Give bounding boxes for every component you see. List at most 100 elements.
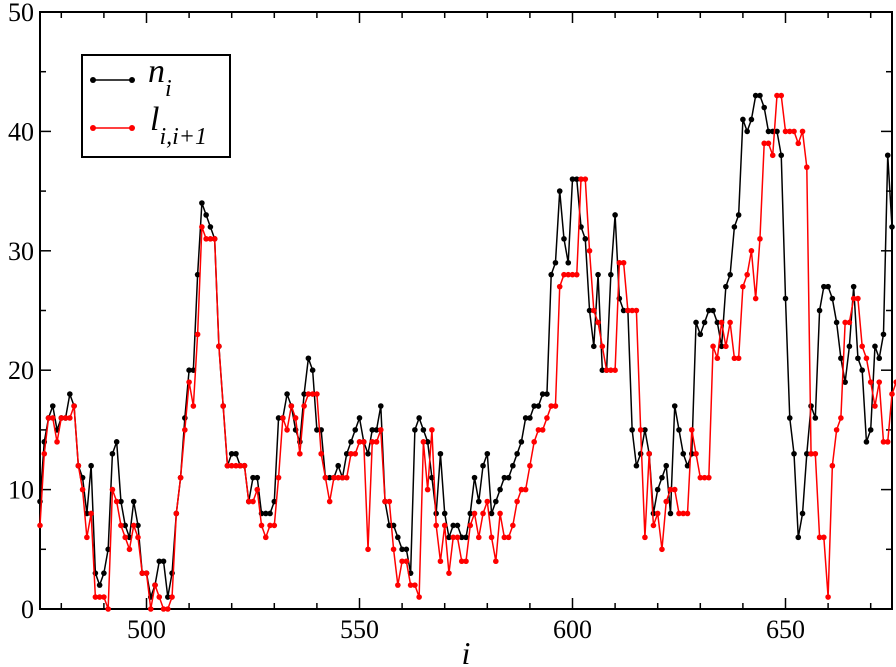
data-point-l [518, 486, 525, 493]
data-point-n [880, 331, 887, 338]
data-point-l [671, 486, 678, 493]
data-point-n [505, 474, 512, 481]
data-point-l [710, 343, 716, 350]
data-point-l [45, 415, 52, 421]
data-point-l [475, 534, 482, 541]
data-point-l [556, 283, 563, 290]
data-point-l [169, 594, 175, 600]
data-point-n [199, 200, 205, 206]
data-point-n [821, 283, 827, 290]
data-point-n [799, 510, 806, 517]
data-point-n [812, 415, 819, 421]
data-point-l [79, 486, 86, 493]
data-point-l [228, 462, 235, 469]
data-point-n [284, 391, 290, 397]
data-point-l [356, 439, 363, 445]
data-point-l [386, 498, 393, 505]
legend-label-n: ni [148, 53, 172, 102]
data-point-l [412, 582, 418, 588]
data-point-l [130, 522, 137, 529]
data-point-l [535, 427, 542, 433]
data-point-n [654, 486, 661, 493]
data-point-l [245, 498, 252, 505]
data-point-l [360, 439, 367, 445]
data-point-n [876, 355, 883, 362]
data-point-l [539, 427, 546, 433]
data-point-l [420, 439, 427, 445]
data-point-l [237, 462, 244, 469]
data-point-l [147, 606, 154, 612]
data-point-l [105, 606, 111, 612]
data-point-l [816, 534, 823, 541]
data-point-l [654, 510, 661, 517]
data-point-l [552, 403, 559, 409]
data-point-l [573, 271, 580, 278]
data-point-l [821, 534, 827, 541]
data-point-l [403, 558, 410, 565]
data-point-l [812, 450, 819, 457]
data-point-n [701, 319, 708, 326]
data-point-n [254, 474, 261, 481]
data-point-n [752, 92, 759, 99]
legend-box [81, 54, 231, 158]
data-point-n [778, 152, 785, 159]
data-point-n [744, 128, 750, 135]
data-point-n [326, 474, 333, 481]
data-point-n [535, 403, 542, 409]
data-point-l [160, 606, 167, 612]
data-point-n [884, 152, 891, 159]
data-point-l [139, 570, 146, 576]
data-point-l [301, 403, 307, 409]
data-point-l [757, 236, 763, 242]
data-point-l [454, 534, 461, 541]
legend-label-n-main: n [148, 53, 165, 90]
legend-marker-l-right [129, 125, 135, 131]
data-point-n [101, 570, 107, 576]
data-point-l [322, 474, 329, 481]
data-point-n [706, 307, 712, 314]
y-tick-label: 10 [8, 476, 34, 505]
data-point-l [531, 439, 537, 445]
y-tick-label: 20 [8, 356, 34, 385]
data-point-l [544, 415, 550, 421]
data-point-l [799, 128, 806, 135]
data-point-n [458, 534, 465, 541]
data-point-n [301, 391, 307, 397]
data-point-l [309, 391, 316, 397]
data-point-n [676, 427, 682, 433]
data-point-l [497, 510, 503, 517]
data-point-l [318, 450, 324, 457]
data-point-n [573, 176, 580, 182]
data-point-l [561, 271, 567, 278]
y-tick-label: 30 [8, 237, 34, 266]
data-point-n [684, 462, 691, 469]
data-point-n [612, 212, 618, 218]
data-point-l [122, 534, 128, 541]
data-point-n [608, 271, 614, 278]
data-point-n [710, 307, 716, 314]
data-point-l [880, 439, 887, 445]
data-point-l [458, 558, 465, 565]
data-point-n [514, 450, 520, 457]
data-point-n [816, 307, 823, 314]
data-point-n [795, 534, 802, 541]
data-point-l [407, 582, 414, 588]
data-point-n [727, 271, 733, 278]
data-point-n [399, 546, 405, 553]
data-point-n [552, 259, 559, 266]
data-point-l [680, 510, 687, 517]
data-point-l [484, 498, 491, 505]
data-point-n [450, 522, 457, 529]
data-point-l [143, 570, 150, 576]
data-point-n [314, 427, 320, 433]
data-point-n [113, 439, 120, 445]
data-point-l [850, 295, 857, 302]
data-point-n [565, 259, 572, 266]
data-point-l [586, 248, 593, 254]
x-axis-title: i [462, 635, 471, 667]
data-point-n [109, 450, 116, 457]
data-point-l [701, 474, 708, 481]
data-point-n [165, 594, 171, 600]
data-point-n [671, 403, 678, 409]
data-point-l [378, 427, 384, 433]
